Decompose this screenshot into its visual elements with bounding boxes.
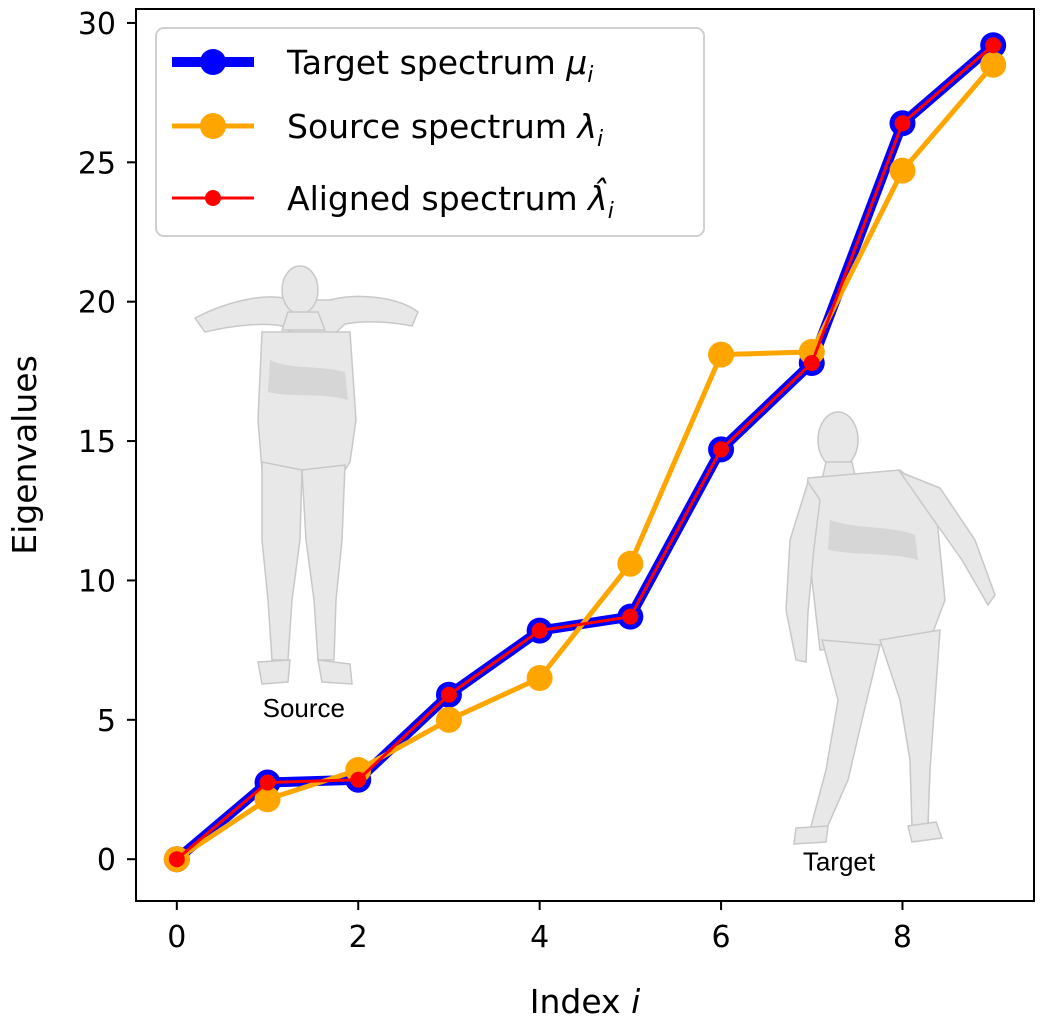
source-annotation: Source [263, 693, 345, 723]
legend-marker [200, 113, 226, 139]
y-tick-label: 25 [78, 146, 116, 181]
legend: Target spectrum μi Source spectrum λi Alig… [155, 27, 705, 237]
x-axis-label: Index i [530, 982, 641, 1021]
legend-marker [205, 190, 221, 206]
data-point [713, 441, 730, 458]
data-point [350, 771, 367, 788]
legend-box [155, 27, 705, 237]
data-point [617, 550, 644, 577]
target-annotation: Target [803, 846, 876, 876]
x-axis-ticks: 0 2 4 6 8 [167, 901, 912, 955]
y-tick-label: 15 [78, 425, 116, 460]
x-tick-label: 2 [349, 920, 368, 955]
legend-item: Aligned spectrum λ̂i [172, 177, 614, 224]
y-tick-label: 5 [97, 704, 116, 739]
data-point [254, 786, 281, 813]
source-figure-illustration [193, 265, 419, 685]
y-axis-ticks: 0 5 10 15 20 25 30 [78, 7, 136, 878]
data-point [803, 355, 820, 372]
legend-item: Target spectrum μi [172, 43, 593, 88]
data-point [526, 665, 553, 691]
data-point [980, 51, 1007, 78]
x-tick-label: 8 [893, 920, 912, 955]
legend-label: Target spectrum μi [286, 43, 593, 88]
y-axis-label: Eigenvalues [5, 355, 44, 555]
target-figure-illustration [785, 411, 996, 845]
series-layer [163, 32, 1007, 873]
data-point [622, 608, 639, 625]
x-tick-label: 0 [167, 920, 186, 955]
data-point [894, 115, 911, 132]
series-line [175, 63, 996, 862]
y-tick-label: 30 [78, 7, 116, 42]
series-2 [168, 37, 1002, 868]
data-point [435, 706, 462, 733]
data-point [259, 774, 276, 791]
data-point [168, 851, 185, 868]
data-point [985, 37, 1002, 54]
y-tick-label: 0 [97, 843, 116, 878]
x-tick-label: 4 [530, 920, 549, 955]
data-point [440, 686, 457, 703]
data-point [708, 341, 735, 368]
x-tick-label: 6 [712, 920, 731, 955]
y-tick-label: 10 [78, 564, 116, 599]
plot-frame [135, 8, 1035, 902]
legend-label: Aligned spectrum λ̂i [287, 177, 614, 224]
legend-item: Source spectrum λi [172, 107, 603, 152]
data-point [889, 157, 916, 184]
data-point [531, 622, 548, 639]
legend-marker [200, 49, 226, 75]
y-tick-label: 20 [78, 286, 116, 321]
x-axis-label-var: i [631, 982, 640, 1021]
x-axis-label-text: Index [530, 982, 621, 1021]
series-line [175, 44, 995, 861]
legend-label: Source spectrum λi [287, 107, 603, 152]
